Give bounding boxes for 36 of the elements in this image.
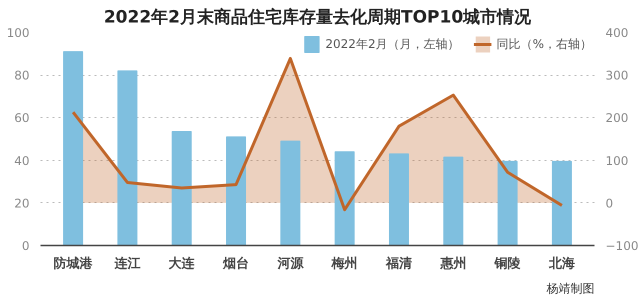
y-tick-label: 100 (6, 26, 30, 40)
y2-tick-label: 0 (606, 196, 614, 210)
bar (117, 70, 138, 246)
bar (172, 131, 192, 246)
y-tick-label: 0 (22, 239, 30, 253)
bar (334, 151, 355, 246)
y2-tick-label: 400 (606, 26, 628, 40)
x-tick-label: 河源 (276, 256, 304, 272)
x-tick-label: 防城港 (54, 256, 94, 272)
x-tick-label: 福清 (384, 256, 412, 272)
x-tick-label: 烟台 (222, 256, 250, 272)
x-tick-label: 大连 (168, 256, 196, 272)
bar (226, 136, 246, 246)
legend-label: 同比（%，右轴） (496, 36, 592, 52)
bar (280, 140, 300, 246)
y2-tick-label: −100 (606, 239, 638, 253)
y2-tick-label: 200 (606, 111, 628, 126)
chart-title: 2022年2月末商品住宅库存量去化周期TOP10城市情况 (104, 8, 532, 28)
y2-tick-label: 300 (606, 68, 628, 83)
bar (498, 160, 518, 246)
x-tick-label: 铜陵 (494, 256, 522, 272)
bar (443, 156, 464, 246)
x-tick-label: 惠州 (439, 256, 466, 272)
y2-tick-label: 100 (606, 154, 628, 168)
bar (388, 153, 409, 246)
x-tick-label: 连江 (113, 256, 140, 272)
bar (552, 160, 572, 246)
x-tick-label: 梅州 (330, 256, 358, 272)
y-tick-label: 80 (14, 68, 30, 83)
legend-label: 2022年2月（月，左轴） (325, 36, 460, 52)
bar (63, 51, 84, 246)
text: 杨靖制图 (546, 282, 594, 296)
y-tick-label: 60 (14, 111, 30, 126)
x-tick-label: 北海 (548, 256, 575, 272)
y-tick-label: 40 (14, 154, 30, 168)
y-tick-label: 20 (14, 196, 30, 210)
